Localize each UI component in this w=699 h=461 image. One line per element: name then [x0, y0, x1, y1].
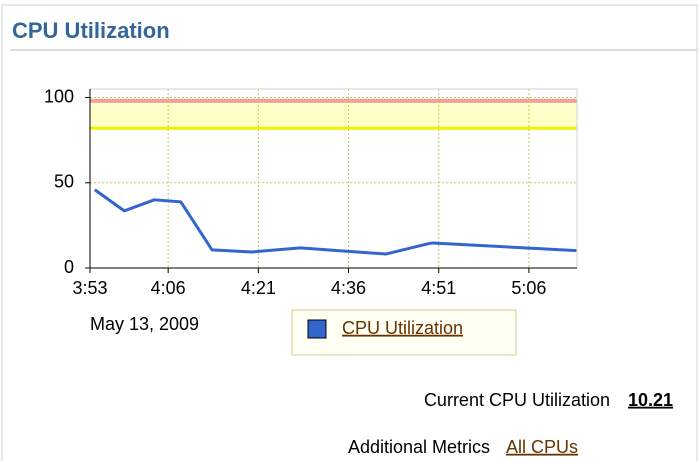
x-tick-label: 5:06	[511, 278, 546, 298]
x-tick-label: 3:53	[72, 278, 107, 298]
panel-border	[1, 4, 698, 461]
data-line	[93, 188, 577, 256]
legend-swatch	[307, 319, 327, 339]
legend	[291, 309, 517, 356]
panel-title: CPU Utilization	[12, 18, 170, 43]
current-value[interactable]: 10.21	[628, 390, 673, 410]
y-tick-label: 100	[44, 86, 74, 106]
x-tick-label: 4:36	[331, 278, 366, 298]
warning-band	[90, 100, 577, 129]
legend-label[interactable]: CPU Utilization	[342, 318, 463, 338]
x-tick-label: 4:51	[421, 278, 456, 298]
date-label: May 13, 2009	[90, 314, 199, 334]
additional-label: Additional Metrics	[348, 437, 490, 457]
current-label: Current CPU Utilization	[424, 390, 610, 410]
x-tick-label: 4:21	[241, 278, 276, 298]
x-tick-label: 4:06	[151, 278, 186, 298]
y-tick-label: 50	[54, 172, 74, 192]
all-cpus-link[interactable]: All CPUs	[506, 437, 578, 457]
y-tick-label: 0	[64, 257, 74, 277]
